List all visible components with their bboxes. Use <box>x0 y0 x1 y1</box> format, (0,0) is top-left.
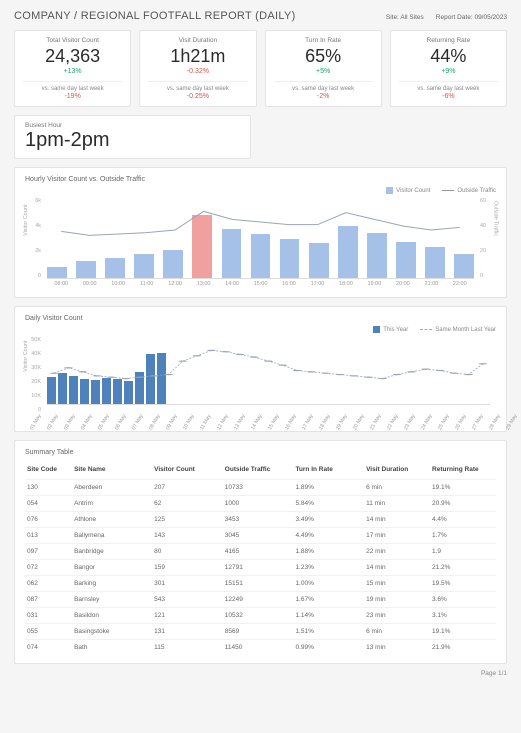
hourly-chart-legend: Visitor Count Outside Traffic <box>25 187 496 194</box>
report-header: COMPANY / REGIONAL FOOTFALL REPORT (DAIL… <box>14 10 507 22</box>
table-row: 054Antrim6210005.84%11 min20.9% <box>25 496 496 512</box>
legend-visitor-count: Visitor Count <box>396 188 430 194</box>
table-row: 074Bath115114500.99%13 min21.9% <box>25 640 496 656</box>
kpi-card: Visit Duration 1h21m-0.32% vs. same day la… <box>139 30 256 107</box>
hourly-chart-area: Visitor Count 6k4k2k0 Outside Traffic 60… <box>25 198 496 293</box>
table-row: 031Basildon121105321.14%23 min3.1% <box>25 608 496 624</box>
summary-table-title: Summary Table <box>25 449 496 456</box>
kpi-sublabel: vs. same day last week <box>144 86 251 92</box>
kpi-value: 1h21m <box>144 46 251 67</box>
daily-chart-area: Visitor Count 50K40K30K20K10K0 01 May02 … <box>25 337 496 427</box>
page-title: COMPANY / REGIONAL FOOTFALL REPORT (DAIL… <box>14 10 296 22</box>
kpi-label: Returning Rate <box>395 37 502 44</box>
kpi-card: Turn In Rate 65%+5% vs. same day last week… <box>265 30 382 107</box>
table-header: Site Code <box>25 462 72 480</box>
daily-chart-legend: This Year Same Month Last Year <box>25 326 496 333</box>
kpi-value: 24,363 <box>19 46 126 67</box>
kpi-delta: +9% <box>395 68 502 75</box>
kpi-delta: +13% <box>19 68 126 75</box>
kpi-sublabel: vs. same day last week <box>270 86 377 92</box>
table-header: Returning Rate <box>430 462 496 480</box>
table-header: Site Name <box>72 462 152 480</box>
report-date: Report Date: 09/05/2023 <box>436 14 507 21</box>
hourly-chart-card: Hourly Visitor Count vs. Outside Traffic… <box>14 167 507 298</box>
table-header: Visitor Count <box>152 462 223 480</box>
header-meta: Site: All Sites Report Date: 09/05/2023 <box>386 14 507 21</box>
table-row: 062Barking301151511.00%15 min19.5% <box>25 576 496 592</box>
site-label: Site: All Sites <box>386 14 424 21</box>
y-axis: 50K40K30K20K10K0 <box>25 337 43 413</box>
kpi-subdelta: -0.25% <box>144 93 251 100</box>
table-row: 013Ballymena14330454.49%17 min1.7% <box>25 528 496 544</box>
table-header: Visit Duration <box>364 462 430 480</box>
kpi-value: 65% <box>270 46 377 67</box>
kpi-sublabel: vs. same day last week <box>395 86 502 92</box>
legend-this-year: This Year <box>383 327 408 333</box>
kpi-card: Total Visitor Count 24,363+13% vs. same da… <box>14 30 131 107</box>
table-header-row: Site CodeSite NameVisitor CountOutside T… <box>25 462 496 480</box>
table-row: 072Bangor159127911.23%14 min21.2% <box>25 560 496 576</box>
table-header: Outside Traffic <box>223 462 294 480</box>
kpi-subdelta: -19% <box>19 93 126 100</box>
table-row: 087Barnsley543122491.67%19 min3.6% <box>25 592 496 608</box>
table-row: 130Aberdeen207107331.89%6 min19.1% <box>25 480 496 496</box>
kpi-row: Total Visitor Count 24,363+13% vs. same da… <box>14 30 507 107</box>
kpi-sublabel: vs. same day last week <box>19 86 126 92</box>
daily-chart-title: Daily Visitor Count <box>25 315 496 322</box>
x-axis: 08:0009:0010:0011:0012:0013:0014:0015:00… <box>47 281 474 293</box>
y-axis-right: 6040200 <box>478 198 496 279</box>
table-row: 076Athlone12534533.49%14 min4.4% <box>25 512 496 528</box>
legend-last-year: Same Month Last Year <box>435 327 496 333</box>
table-row: 097Banbridge8041651.88%22 min1.9 <box>25 544 496 560</box>
daily-chart-card: Daily Visitor Count This Year Same Month… <box>14 306 507 432</box>
busiest-hour-label: Busiest Hour <box>25 122 240 129</box>
kpi-delta: +5% <box>270 68 377 75</box>
kpi-subdelta: -6% <box>395 93 502 100</box>
summary-table: Site CodeSite NameVisitor CountOutside T… <box>25 462 496 655</box>
kpi-card: Returning Rate 44%+9% vs. same day last we… <box>390 30 507 107</box>
kpi-value: 44% <box>395 46 502 67</box>
kpi-label: Turn In Rate <box>270 37 377 44</box>
hourly-plot <box>47 198 474 279</box>
summary-table-card: Summary Table Site CodeSite NameVisitor … <box>14 440 507 664</box>
kpi-label: Visit Duration <box>144 37 251 44</box>
busiest-hour-card: Busiest Hour 1pm-2pm <box>14 115 251 159</box>
table-header: Turn In Rate <box>293 462 364 480</box>
table-row: 055Basingstoke13185691.51%6 min19.1% <box>25 624 496 640</box>
legend-outside-traffic: Outside Traffic <box>457 188 496 194</box>
y-axis-left: 6k4k2k0 <box>25 198 43 279</box>
hourly-chart-title: Hourly Visitor Count vs. Outside Traffic <box>25 176 496 183</box>
kpi-subdelta: -2% <box>270 93 377 100</box>
kpi-delta: -0.32% <box>144 68 251 75</box>
x-axis: 01 May02 May03 May04 May05 May06 May07 M… <box>47 407 490 427</box>
daily-plot <box>47 337 490 405</box>
kpi-label: Total Visitor Count <box>19 37 126 44</box>
page-footer: Page 1/1 <box>14 670 507 677</box>
busiest-hour-value: 1pm-2pm <box>25 129 240 152</box>
